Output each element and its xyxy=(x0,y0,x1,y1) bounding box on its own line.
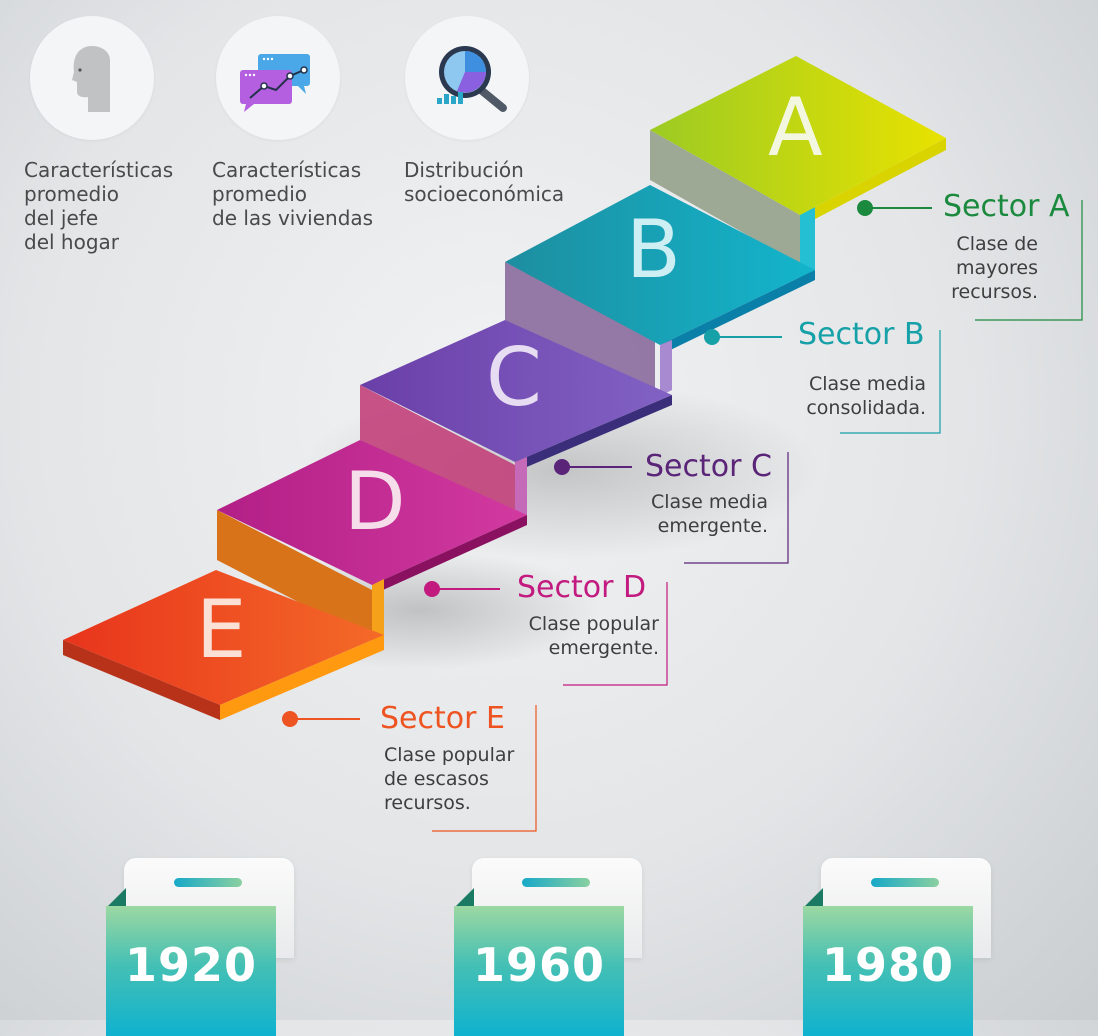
tag-fold xyxy=(803,888,823,908)
icon-label-head: Características promedio del jefe del ho… xyxy=(24,158,174,254)
tag-hole xyxy=(522,878,590,887)
step-d-top xyxy=(217,440,527,585)
tag-hole xyxy=(174,878,242,887)
step-letter-b: B xyxy=(626,203,681,296)
step-a-top xyxy=(650,56,946,215)
year-tag-1960: 1960 xyxy=(454,858,644,1036)
sector-a-title: Sector A xyxy=(943,189,1070,224)
step-c-front xyxy=(515,395,672,472)
icon-label-chat: Características promedio de las vivienda… xyxy=(212,158,374,230)
year-label-1960: 1960 xyxy=(472,938,606,992)
tag-fold xyxy=(106,888,126,908)
tag-body xyxy=(454,906,624,1036)
sector-e-desc: Clase popular de escasos recursos. xyxy=(384,744,515,814)
connector-e xyxy=(282,705,537,832)
sector-b-desc: Clase media consolidada. xyxy=(806,373,926,419)
connector-b xyxy=(704,329,941,434)
head-profile-icon xyxy=(72,46,110,112)
step-e-top xyxy=(63,570,384,705)
step-letter-a: A xyxy=(768,81,823,174)
icon-circle-chat xyxy=(216,16,340,140)
step-c-top xyxy=(360,320,672,462)
year-label-1920: 1920 xyxy=(124,938,258,992)
step-b-top xyxy=(505,185,815,345)
year-tag-1920: 1920 xyxy=(106,858,296,1036)
step-b-riser xyxy=(505,262,655,400)
step-d-side xyxy=(372,579,384,641)
year-label-1980: 1980 xyxy=(821,938,955,992)
step-a-riser xyxy=(650,130,800,265)
step-c-side xyxy=(515,457,527,520)
connector-d xyxy=(424,581,668,686)
connector-c xyxy=(554,452,789,564)
tag-hole xyxy=(871,878,939,887)
step-e-front-right xyxy=(220,635,384,720)
icon-circle-magnifier xyxy=(405,16,529,140)
step-b-front xyxy=(660,270,815,355)
icon-circle-head xyxy=(30,16,154,140)
sector-d-title: Sector D xyxy=(517,570,647,605)
sector-d-desc: Clase popular emergente. xyxy=(528,613,659,659)
tag-body xyxy=(803,906,973,1036)
icon-label-magnifier: Distribución socioeconómica xyxy=(404,158,565,206)
sector-c-desc: Clase media emergente. xyxy=(651,491,768,537)
step-b-side xyxy=(660,340,672,396)
step-d-front xyxy=(372,515,527,595)
step-a-side xyxy=(800,207,815,278)
magnifier-pie-icon xyxy=(437,46,507,112)
step-letter-c: C xyxy=(486,331,542,424)
tag-fold xyxy=(454,888,474,908)
step-a-front xyxy=(800,138,946,227)
step-e-front-left xyxy=(63,640,220,720)
step-d-riser xyxy=(217,510,372,640)
sector-a-desc: Clase de mayores recursos. xyxy=(951,233,1038,303)
chat-chart-icon xyxy=(240,54,310,112)
connector-a xyxy=(857,200,1083,321)
step-letter-e: E xyxy=(196,583,247,676)
year-tag-1980: 1980 xyxy=(803,858,993,1036)
sector-b-title: Sector B xyxy=(798,317,925,352)
sector-e-title: Sector E xyxy=(380,701,505,736)
step-c-riser xyxy=(360,385,515,520)
tag-body xyxy=(106,906,276,1036)
step-letter-d: D xyxy=(344,455,406,548)
sector-c-title: Sector C xyxy=(645,449,772,484)
